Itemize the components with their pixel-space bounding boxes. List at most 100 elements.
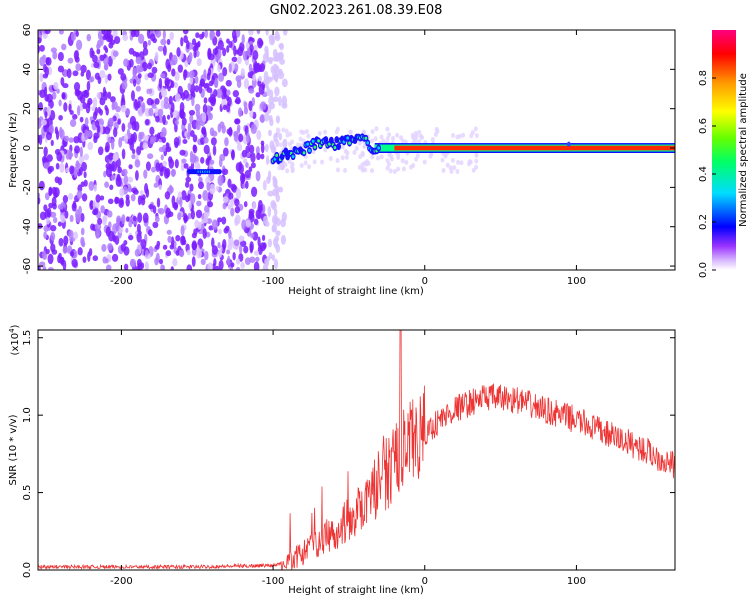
haze-speck <box>301 130 306 136</box>
noise-speck <box>201 112 207 123</box>
noise-speck <box>282 138 288 148</box>
noise-speck <box>253 261 260 270</box>
noise-speck <box>46 207 52 219</box>
noise-speck <box>75 30 79 37</box>
noise-speck <box>217 174 224 186</box>
noise-speck <box>65 167 70 173</box>
haze-speck <box>440 157 445 163</box>
noise-speck <box>142 40 148 50</box>
noise-speck <box>75 160 80 167</box>
noise-speck <box>102 215 108 222</box>
noise-speck <box>168 95 173 105</box>
noise-speck <box>114 197 121 204</box>
haze-speck <box>373 136 378 142</box>
noise-speck <box>96 43 100 50</box>
noise-speck <box>175 250 180 256</box>
noise-speck <box>191 247 197 256</box>
noise-speck <box>274 235 280 242</box>
noise-speck <box>213 89 218 98</box>
noise-speck <box>172 202 179 209</box>
noise-speck <box>40 119 47 126</box>
noise-speck <box>190 209 196 220</box>
noise-speck <box>48 202 54 209</box>
noise-speck <box>38 196 41 205</box>
noise-speck <box>76 190 83 199</box>
noise-speck <box>68 103 72 113</box>
noise-speck <box>267 190 274 197</box>
signal-blob-core <box>333 146 337 150</box>
noise-speck <box>174 93 181 103</box>
noise-speck <box>172 110 179 118</box>
noise-speck <box>123 133 129 144</box>
noise-speck <box>250 162 256 169</box>
noise-speck <box>266 76 271 84</box>
noise-speck <box>174 71 180 81</box>
haze-speck <box>379 134 384 140</box>
noise-speck <box>45 217 51 225</box>
noise-speck <box>174 159 179 169</box>
noise-speck <box>190 193 196 205</box>
noise-speck <box>196 58 202 67</box>
noise-speck <box>201 218 209 224</box>
haze-speck <box>362 160 367 166</box>
noise-speck <box>258 39 264 47</box>
noise-speck <box>234 98 241 104</box>
noise-speck <box>231 150 235 159</box>
noise-speck <box>186 264 193 270</box>
noise-speck <box>226 249 231 255</box>
noise-speck <box>208 112 213 121</box>
noise-speck <box>104 181 110 189</box>
figure-title: GN02.2023.261.08.39.E08 <box>270 3 443 18</box>
noise-speck <box>59 128 65 140</box>
noise-speck <box>57 203 64 210</box>
noise-speck <box>66 68 72 79</box>
noise-speck <box>130 90 136 102</box>
noise-speck <box>56 151 63 162</box>
noise-speck <box>209 127 215 136</box>
noise-speck <box>137 73 142 79</box>
noise-speck <box>259 114 266 124</box>
noise-speck <box>195 42 200 48</box>
noise-speck <box>140 239 147 250</box>
haze-speck <box>455 134 460 140</box>
noise-speck <box>112 101 118 110</box>
noise-speck <box>49 211 57 218</box>
noise-speck <box>234 206 241 214</box>
noise-speck <box>194 219 200 229</box>
snr-y-axis-label: SNR (10 * v/v) <box>8 414 19 485</box>
noise-speck <box>273 258 279 270</box>
noise-speck <box>195 32 200 39</box>
noise-speck <box>44 30 51 35</box>
noise-speck <box>204 205 210 214</box>
noise-speck <box>107 136 112 144</box>
noise-speck <box>249 256 256 263</box>
haze-speck <box>277 165 282 171</box>
noise-speck <box>57 51 64 62</box>
noise-speck <box>38 134 43 146</box>
noise-speck <box>271 202 277 211</box>
noise-speck <box>155 252 160 263</box>
noise-speck <box>206 218 213 224</box>
x-tick-label: 0 <box>422 576 428 587</box>
noise-speck <box>125 197 130 207</box>
snr-scale-close: ) <box>10 324 21 328</box>
noise-speck <box>245 145 250 154</box>
noise-speck <box>149 126 155 136</box>
noise-speck <box>74 56 80 63</box>
noise-speck <box>80 71 85 77</box>
noise-speck <box>45 248 50 255</box>
noise-speck <box>187 212 192 220</box>
haze-speck <box>360 152 365 158</box>
noise-speck <box>66 245 73 254</box>
noise-speck <box>180 225 185 236</box>
noise-speck <box>94 223 102 231</box>
noise-speck <box>235 266 241 270</box>
noise-speck <box>255 146 260 155</box>
haze-speck <box>352 150 357 156</box>
noise-speck <box>280 218 286 228</box>
noise-speck <box>234 63 239 73</box>
noise-speck <box>134 248 140 257</box>
noise-speck <box>52 51 58 60</box>
noise-speck <box>121 214 126 225</box>
